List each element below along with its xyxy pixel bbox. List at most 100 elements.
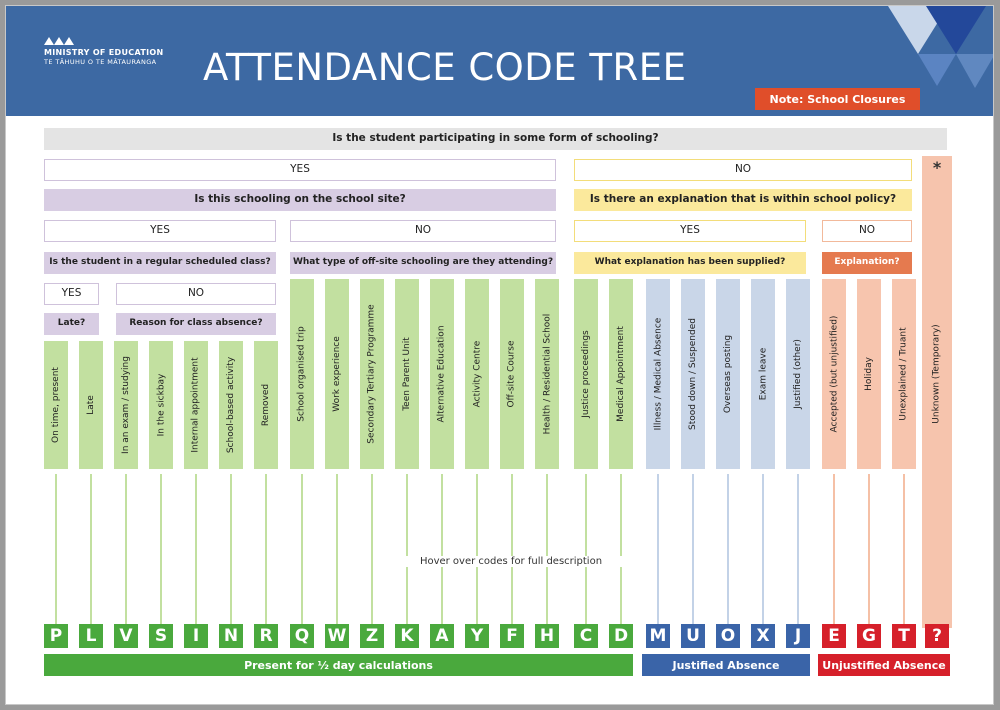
connector-line <box>441 474 443 624</box>
connector-line <box>797 474 799 624</box>
connector-line <box>125 474 127 624</box>
onsite-question: Is this schooling on the school site? <box>44 189 556 211</box>
unjustified-category-bar: Unjustified Absence <box>818 654 950 676</box>
connector-line <box>546 474 548 624</box>
attendance-code-tree-page: MINISTRY OF EDUCATION TE TĀHUHU O TE MĀT… <box>5 5 994 705</box>
justified-category-bar: Justified Absence <box>642 654 810 676</box>
header-banner: MINISTRY OF EDUCATION TE TĀHUHU O TE MĀT… <box>6 6 993 116</box>
late-question: Late? <box>44 313 99 335</box>
code-k[interactable]: K <box>395 624 419 648</box>
code-label-g[interactable]: Holiday <box>857 279 881 469</box>
code-g[interactable]: G <box>857 624 881 648</box>
ministry-name-maori: TE TĀHUHU O TE MĀTAURANGA <box>44 58 157 66</box>
code-label-unknown[interactable]: Unknown (Temporary) <box>932 324 942 424</box>
no-explanation-box: NO <box>822 220 912 242</box>
code-v[interactable]: V <box>114 624 138 648</box>
connector-line <box>90 474 92 624</box>
connector-line <box>903 474 905 624</box>
connector-line <box>727 474 729 624</box>
code-label-u[interactable]: Stood down / Suspended <box>681 279 705 469</box>
connector-line <box>476 474 478 624</box>
yes-regular-class-box: YES <box>44 283 99 305</box>
code-unknown[interactable]: ? <box>925 624 949 648</box>
code-m[interactable]: M <box>646 624 670 648</box>
code-y[interactable]: Y <box>465 624 489 648</box>
code-label-q[interactable]: School organised trip <box>290 279 314 469</box>
school-closures-note-button[interactable]: Note: School Closures <box>755 88 920 110</box>
connector-line <box>336 474 338 624</box>
code-label-p[interactable]: On time, present <box>44 341 68 469</box>
code-label-f[interactable]: Off-site Course <box>500 279 524 469</box>
code-h[interactable]: H <box>535 624 559 648</box>
connector-line <box>55 474 57 624</box>
code-s[interactable]: S <box>149 624 173 648</box>
regular-class-question: Is the student in a regular scheduled cl… <box>44 252 276 274</box>
code-label-e[interactable]: Accepted (but unjustified) <box>822 279 846 469</box>
yes-explanation-box: YES <box>574 220 806 242</box>
ministry-logo: MINISTRY OF EDUCATION TE TĀHUHU O TE MĀT… <box>44 36 163 66</box>
code-label-c[interactable]: Justice proceedings <box>574 279 598 469</box>
code-a[interactable]: A <box>430 624 454 648</box>
connector-line <box>762 474 764 624</box>
code-n[interactable]: N <box>219 624 243 648</box>
code-label-s[interactable]: In the sickbay <box>149 341 173 469</box>
connector-line <box>371 474 373 624</box>
no-onsite-box: NO <box>290 220 556 242</box>
code-u[interactable]: U <box>681 624 705 648</box>
decorative-triangles-icon <box>888 6 993 88</box>
no-participating-box: NO <box>574 159 912 181</box>
connector-line <box>868 474 870 624</box>
code-w[interactable]: W <box>325 624 349 648</box>
reason-absence-question: Reason for class absence? <box>116 313 276 335</box>
code-d[interactable]: D <box>609 624 633 648</box>
code-label-y[interactable]: Activity Centre <box>465 279 489 469</box>
connector-line <box>160 474 162 624</box>
code-label-d[interactable]: Medical Appointment <box>609 279 633 469</box>
code-f[interactable]: F <box>500 624 524 648</box>
code-x[interactable]: X <box>751 624 775 648</box>
unknown-column: * <box>922 156 952 628</box>
code-o[interactable]: O <box>716 624 740 648</box>
yes-onsite-box: YES <box>44 220 276 242</box>
yes-participating-box: YES <box>44 159 556 181</box>
connector-line <box>620 474 622 624</box>
code-label-o[interactable]: Overseas posting <box>716 279 740 469</box>
connector-line <box>230 474 232 624</box>
code-l[interactable]: L <box>79 624 103 648</box>
connector-line <box>301 474 303 624</box>
connector-line <box>833 474 835 624</box>
code-q[interactable]: Q <box>290 624 314 648</box>
code-label-j[interactable]: Justified (other) <box>786 279 810 469</box>
code-t[interactable]: T <box>892 624 916 648</box>
connector-line <box>406 474 408 624</box>
ministry-name: MINISTRY OF EDUCATION <box>44 48 164 57</box>
code-label-t[interactable]: Unexplained / Truant <box>892 279 916 469</box>
no-regular-class-box: NO <box>116 283 276 305</box>
code-label-n[interactable]: School-based activity <box>219 341 243 469</box>
code-label-z[interactable]: Secondary Tertiary Programme <box>360 279 384 469</box>
code-p[interactable]: P <box>44 624 68 648</box>
code-label-h[interactable]: Health / Residential School <box>535 279 559 469</box>
code-label-l[interactable]: Late <box>79 341 103 469</box>
code-label-w[interactable]: Work experience <box>325 279 349 469</box>
code-e[interactable]: E <box>822 624 846 648</box>
code-i[interactable]: I <box>184 624 208 648</box>
page-title: ATTENDANCE CODE TREE <box>203 46 687 89</box>
code-c[interactable]: C <box>574 624 598 648</box>
hover-hint: Hover over codes for full description <box>386 556 636 567</box>
code-label-k[interactable]: Teen Parent Unit <box>395 279 419 469</box>
code-label-r[interactable]: Removed <box>254 341 278 469</box>
connector-line <box>657 474 659 624</box>
offsite-type-question: What type of off-site schooling are they… <box>290 252 556 274</box>
code-r[interactable]: R <box>254 624 278 648</box>
connector-line <box>692 474 694 624</box>
root-question: Is the student participating in some for… <box>44 128 947 150</box>
code-label-m[interactable]: Illness / Medical Absence <box>646 279 670 469</box>
code-label-i[interactable]: Internal appointment <box>184 341 208 469</box>
explanation-supplied-question: What explanation has been supplied? <box>574 252 806 274</box>
code-z[interactable]: Z <box>360 624 384 648</box>
code-label-a[interactable]: Alternative Education <box>430 279 454 469</box>
code-label-v[interactable]: In an exam / studying <box>114 341 138 469</box>
code-j[interactable]: J <box>786 624 810 648</box>
code-label-x[interactable]: Exam leave <box>751 279 775 469</box>
